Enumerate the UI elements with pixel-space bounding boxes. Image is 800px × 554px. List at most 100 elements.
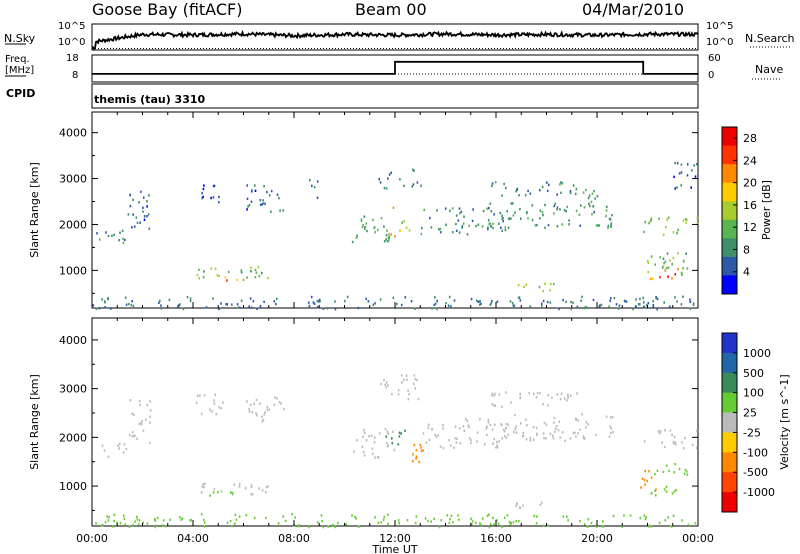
velocity-cell (438, 525, 441, 529)
power-cell (538, 285, 541, 289)
nsky-tick-bottom: 10^0 (58, 37, 86, 48)
velocity-cell (674, 441, 676, 444)
velocity-cell (142, 429, 145, 432)
velocity-cell (611, 416, 614, 419)
power-cell (650, 219, 652, 222)
velocity-cell (654, 472, 656, 476)
velocity-region-14 (640, 469, 657, 491)
velocity-cell (331, 523, 334, 527)
power-cell (436, 209, 438, 212)
power-cell (608, 217, 611, 220)
power-cell (491, 182, 494, 185)
nsearch-label: N.Search (745, 32, 795, 45)
velocity-cell (195, 401, 198, 405)
nave-tick-bottom: 0 (708, 70, 715, 81)
power-region-23 (92, 295, 695, 311)
power-cell (680, 184, 682, 187)
power-ylabel: Slant Range [km] (28, 162, 41, 258)
velocity-cell (391, 430, 394, 433)
power-cell (129, 193, 131, 197)
velocity-cell (664, 429, 666, 432)
power-cell (681, 273, 683, 277)
power-cell (360, 219, 363, 223)
velocity-cell (261, 420, 264, 423)
velocity-cell (450, 514, 453, 518)
power-cell (132, 198, 134, 201)
power-cell (104, 306, 106, 309)
power-cell (585, 188, 587, 192)
power-cell (373, 226, 375, 230)
power-cell (212, 184, 215, 188)
velocity-cell (430, 520, 432, 523)
power-cell (98, 307, 101, 310)
power-cell (143, 218, 146, 221)
velocity-cell (422, 432, 425, 435)
velocity-cell (577, 419, 580, 422)
power-cell (420, 184, 422, 187)
power-cell (672, 256, 675, 260)
power-cell (664, 226, 667, 229)
velocity-cell (497, 522, 500, 525)
power-cell (383, 225, 385, 228)
velocity-cell (398, 522, 400, 525)
power-cell (647, 270, 649, 274)
velocity-cell (248, 410, 251, 413)
velocity-cell (655, 488, 657, 491)
velocity-cell (471, 520, 474, 523)
power-cell (110, 307, 112, 310)
power-cell (583, 306, 586, 310)
power-cell (662, 233, 665, 236)
power-cell (98, 238, 101, 241)
power-cell (455, 229, 458, 232)
power-region-9 (390, 229, 401, 238)
power-cell (236, 278, 238, 282)
velocity-cell (605, 415, 608, 418)
power-cell (160, 307, 163, 310)
power-colorbar-tick-label: 20 (743, 177, 757, 190)
power-colorbar-tick-label: 16 (743, 199, 757, 212)
velocity-colorbar-tick-label: 500 (743, 367, 764, 380)
power-cell (127, 213, 130, 216)
velocity-cell (259, 402, 261, 405)
velocity-cell (467, 424, 470, 427)
velocity-cell (138, 400, 141, 403)
power-colorbar-segment (722, 201, 737, 221)
power-cell (196, 274, 199, 277)
velocity-cell (510, 521, 512, 525)
power-cell (316, 196, 319, 199)
power-cell (476, 299, 478, 302)
velocity-cell (387, 522, 389, 525)
velocity-cell (553, 421, 555, 424)
power-cell (579, 224, 581, 227)
velocity-colorbar-tick-label: 100 (743, 387, 764, 400)
power-cell (632, 307, 634, 311)
velocity-cell (119, 521, 122, 525)
velocity-region-18 (95, 512, 697, 529)
power-cell (546, 181, 548, 184)
power-cell (501, 194, 503, 197)
velocity-cell (602, 525, 604, 528)
velocity-cell (687, 523, 690, 527)
power-cell (566, 205, 568, 209)
velocity-ytick-label: 1000 (59, 480, 87, 493)
power-cell (674, 187, 677, 190)
velocity-cell (643, 440, 646, 443)
power-cell (439, 227, 442, 231)
velocity-cell (156, 516, 159, 520)
nsearch-tick-bottom: 10^0 (706, 37, 734, 48)
velocity-cell (365, 439, 368, 442)
velocity-cell (474, 521, 477, 524)
power-cell (544, 203, 546, 207)
power-cell (568, 219, 570, 222)
power-cell (643, 230, 645, 234)
power-cell (224, 276, 227, 279)
velocity-cell (214, 393, 217, 396)
velocity-cell (154, 525, 157, 529)
velocity-cell (251, 493, 254, 496)
velocity-cell (434, 433, 436, 437)
velocity-colorbar-tick-label: -500 (743, 466, 768, 479)
velocity-region-16 (650, 485, 677, 497)
velocity-cell (576, 392, 578, 395)
velocity-cell (532, 392, 535, 396)
power-cell (652, 300, 654, 303)
